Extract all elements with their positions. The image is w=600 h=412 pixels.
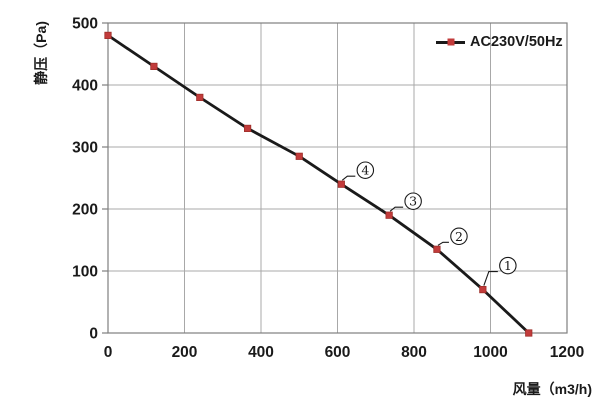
data-point-marker	[150, 62, 158, 71]
data-point-marker	[295, 152, 303, 160]
legend-square-marker-icon	[447, 38, 454, 46]
callout-number: 3	[409, 194, 417, 209]
y-tick-label: 200	[72, 202, 98, 219]
x-tick-label: 1200	[550, 344, 584, 361]
legend-line-marker-icon	[436, 38, 465, 46]
data-point-marker	[196, 93, 204, 101]
x-tick-label: 0	[104, 344, 113, 361]
y-tick-label: 300	[72, 140, 98, 157]
y-tick-label: 400	[72, 78, 98, 95]
data-point-marker	[104, 31, 112, 40]
x-tick-label: 400	[248, 344, 274, 361]
x-tick-label: 600	[325, 344, 351, 361]
series-line	[106, 34, 531, 335]
y-tick-label: 100	[72, 264, 98, 281]
callout-number: 4	[361, 163, 369, 178]
data-point-marker	[385, 211, 393, 219]
data-point-marker	[433, 245, 441, 253]
callout-number: 2	[455, 229, 463, 244]
x-tick-label: 200	[172, 344, 198, 361]
callout-number: 1	[504, 258, 512, 273]
legend-label: AC230V/50Hz	[470, 34, 563, 50]
y-tick-label: 500	[72, 16, 98, 33]
y-tick-label: 0	[89, 326, 98, 343]
data-point-marker	[525, 329, 533, 337]
data-point-marker	[337, 180, 345, 188]
x-tick-label: 800	[401, 344, 427, 361]
data-point-marker	[479, 285, 487, 294]
data-point-marker	[244, 124, 252, 132]
x-axis-title: 风量（m3/h)	[512, 381, 592, 397]
y-axis-title: 静压（Pa)	[33, 21, 49, 85]
x-tick-label: 1000	[473, 344, 507, 361]
legend: AC230V/50Hz	[436, 34, 563, 50]
